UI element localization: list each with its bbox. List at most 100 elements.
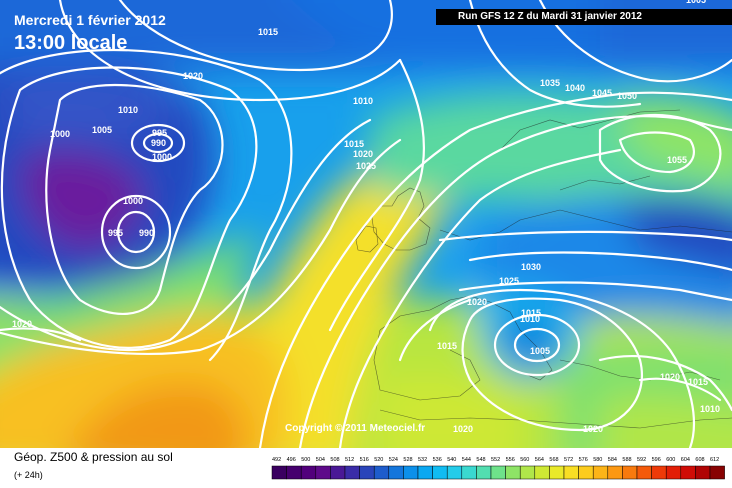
scale-tick-label: 568	[549, 457, 558, 463]
isobar-label: 1020	[183, 71, 203, 81]
isobar-label: 995	[108, 228, 123, 238]
isobar-label: 990	[151, 138, 166, 148]
isobar-label: 1005	[530, 346, 550, 356]
scale-tick-label: 492	[272, 457, 281, 463]
scale-tick-label: 564	[535, 457, 544, 463]
isobar-label: 1010	[353, 96, 373, 106]
isobar-label: 1020	[453, 424, 473, 434]
isobar-label: 1000	[152, 152, 172, 162]
scale-tick-label: 548	[476, 457, 485, 463]
scale-tick-label: 572	[564, 457, 573, 463]
scale-tick-label: 540	[447, 457, 456, 463]
scale-swatch	[403, 465, 419, 480]
scale-tick-label: 556	[506, 457, 515, 463]
forecast-local-time: 13:00 locale	[14, 32, 128, 54]
isobar-label: 1000	[123, 196, 143, 206]
isobar-label: 1035	[540, 78, 560, 88]
scale-swatch	[373, 465, 390, 480]
isobar-label: 1015	[344, 139, 364, 149]
scale-swatch	[271, 465, 287, 480]
isobar-label: 1050	[617, 91, 637, 101]
color-scale-legend: 492 496 500 504 508 512 516 520 524 528 532 536 540 5…	[271, 457, 725, 480]
scale-swatch	[476, 465, 492, 480]
scale-swatch	[534, 465, 550, 480]
map-title: Géop. Z500 & pression au sol	[14, 450, 173, 464]
scale-swatch	[432, 465, 448, 480]
scale-tick-label: 504	[316, 457, 325, 463]
scale-swatch	[651, 465, 667, 480]
scale-tick-label: 584	[608, 457, 617, 463]
isobar-label: 1020	[583, 424, 603, 434]
isobar-label: 1010	[118, 105, 138, 115]
scale-tick-label: 608	[695, 457, 704, 463]
isobar-label: 1020	[353, 149, 373, 159]
scale-tick-label: 544	[462, 457, 471, 463]
isobar-label: 1015	[258, 27, 278, 37]
scale-swatch	[709, 465, 725, 480]
scale-tick-label: 576	[579, 457, 588, 463]
copyright-notice: Copyright © 2011 Meteociel.fr	[285, 423, 426, 434]
scale-tick-label: 600	[666, 457, 675, 463]
isobar-label: 1015	[688, 377, 708, 387]
scale-swatch	[578, 465, 594, 480]
isobar-label: 1025	[499, 276, 519, 286]
scale-swatch	[665, 465, 682, 480]
scale-swatch	[592, 465, 609, 480]
scale-swatch	[461, 465, 477, 480]
scale-tick-label: 528	[403, 457, 412, 463]
scale-tick-label: 520	[374, 457, 383, 463]
scale-tick-label: 588	[622, 457, 631, 463]
isobar-label: 1040	[565, 83, 585, 93]
scale-tick-label: 516	[360, 457, 369, 463]
scale-tick-label: 524	[389, 457, 398, 463]
forecast-lead-time: (+ 24h)	[14, 470, 43, 480]
isobar-label: 990	[139, 228, 154, 238]
isobar-label: 1005	[686, 0, 706, 5]
scale-tick-label: 536	[433, 457, 442, 463]
scale-swatch	[505, 465, 521, 480]
model-run-banner: Run GFS 12 Z du Mardi 31 janvier 2012	[436, 9, 732, 25]
scale-tick-label: 552	[491, 457, 500, 463]
scale-swatch	[286, 465, 302, 480]
isobar-label: 1010	[520, 314, 540, 324]
scale-tick-label: 508	[330, 457, 339, 463]
scale-tick-label: 500	[301, 457, 310, 463]
scale-tick-label: 512	[345, 457, 354, 463]
scale-tick-label: 612	[710, 457, 719, 463]
isobar-label: 1005	[92, 125, 112, 135]
scale-tick-label: 592	[637, 457, 646, 463]
scale-swatch	[695, 465, 711, 480]
isobar-label: 1045	[592, 88, 612, 98]
isobar-label: 1020	[467, 297, 487, 307]
isobar-label: 1055	[667, 155, 687, 165]
scale-tick-label: 560	[520, 457, 529, 463]
isobar-label: 1030	[521, 262, 541, 272]
scale-swatch	[490, 465, 506, 480]
scale-swatch	[622, 465, 638, 480]
isobar-label: 1015	[521, 308, 541, 318]
scale-tick-label: 596	[652, 457, 661, 463]
forecast-date: Mercredi 1 février 2012	[14, 12, 166, 28]
scale-tick-label: 496	[287, 457, 296, 463]
scale-swatch	[519, 465, 536, 480]
map-footer: Géop. Z500 & pression au sol (+ 24h) 492…	[0, 448, 732, 488]
isobar-label: 1000	[50, 129, 70, 139]
scale-tick-label: 604	[681, 457, 690, 463]
isobar-lines	[0, 0, 732, 448]
scale-swatch	[330, 465, 346, 480]
scale-swatch	[315, 465, 331, 480]
scale-swatch	[300, 465, 317, 480]
scale-swatch	[359, 465, 375, 480]
isobar-label: 1020	[660, 372, 680, 382]
scale-swatch	[607, 465, 623, 480]
scale-swatch	[636, 465, 652, 480]
scale-swatch	[417, 465, 433, 480]
isobar-label: 1025	[356, 161, 376, 171]
scale-tick-label: 580	[593, 457, 602, 463]
scale-swatch	[680, 465, 696, 480]
scale-swatch	[549, 465, 565, 480]
scale-swatch	[344, 465, 360, 480]
isobar-label: 1020	[12, 319, 32, 329]
